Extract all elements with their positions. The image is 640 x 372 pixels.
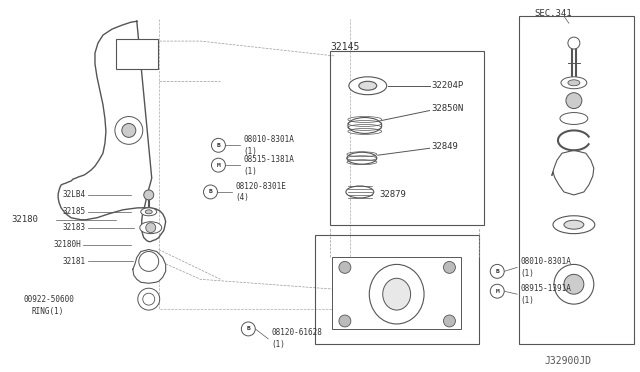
Text: (1): (1) — [243, 167, 257, 176]
Text: (1): (1) — [520, 296, 534, 305]
Ellipse shape — [347, 152, 377, 164]
Bar — [519, 16, 634, 344]
Ellipse shape — [553, 216, 595, 234]
Text: SEC.341: SEC.341 — [534, 9, 572, 18]
Circle shape — [339, 315, 351, 327]
Text: 32850N: 32850N — [431, 104, 464, 113]
Ellipse shape — [564, 220, 584, 229]
Circle shape — [146, 223, 156, 232]
Ellipse shape — [568, 80, 580, 86]
Circle shape — [122, 124, 136, 137]
Text: 32183: 32183 — [63, 223, 86, 232]
Circle shape — [490, 264, 504, 278]
Text: B: B — [246, 326, 250, 331]
Bar — [116, 39, 157, 69]
Ellipse shape — [359, 81, 377, 90]
Ellipse shape — [560, 113, 588, 125]
Circle shape — [566, 93, 582, 109]
Circle shape — [144, 190, 154, 200]
Polygon shape — [133, 250, 166, 283]
Text: 32180H: 32180H — [53, 240, 81, 249]
Text: B: B — [495, 269, 499, 274]
Text: 00922-50600: 00922-50600 — [23, 295, 74, 304]
Ellipse shape — [141, 208, 157, 216]
Circle shape — [115, 116, 143, 144]
Circle shape — [204, 185, 218, 199]
Circle shape — [490, 284, 504, 298]
Ellipse shape — [383, 278, 411, 310]
Polygon shape — [552, 150, 594, 195]
Text: 32849: 32849 — [431, 142, 458, 151]
Text: (4): (4) — [236, 193, 249, 202]
Text: (1): (1) — [271, 340, 285, 349]
Text: 32180: 32180 — [12, 215, 38, 224]
Text: (1): (1) — [520, 269, 534, 278]
Text: RING(1): RING(1) — [31, 307, 63, 315]
Text: 08120-61628: 08120-61628 — [271, 328, 322, 337]
Text: M: M — [495, 289, 499, 294]
Circle shape — [444, 315, 456, 327]
Bar — [315, 235, 479, 344]
Circle shape — [444, 262, 456, 273]
Bar — [332, 257, 461, 329]
Circle shape — [241, 322, 255, 336]
Text: 08010-8301A: 08010-8301A — [520, 257, 571, 266]
Text: 32145: 32145 — [330, 42, 359, 52]
Text: 08915-1391A: 08915-1391A — [520, 284, 571, 293]
Text: 32LB4: 32LB4 — [63, 190, 86, 199]
Ellipse shape — [346, 186, 374, 198]
Circle shape — [564, 274, 584, 294]
Text: B: B — [209, 189, 212, 195]
Text: 32204P: 32204P — [431, 81, 464, 90]
Polygon shape — [58, 21, 166, 241]
Bar — [330, 51, 484, 225]
Text: B: B — [216, 143, 220, 148]
Text: M: M — [216, 163, 220, 168]
Text: 08515-1381A: 08515-1381A — [243, 155, 294, 164]
Ellipse shape — [348, 118, 381, 134]
Text: 32181: 32181 — [63, 257, 86, 266]
Ellipse shape — [561, 77, 587, 89]
Circle shape — [211, 138, 225, 152]
Ellipse shape — [349, 77, 387, 95]
Text: J32900JD: J32900JD — [544, 356, 591, 366]
Text: 32879: 32879 — [380, 190, 406, 199]
Ellipse shape — [145, 210, 152, 214]
Text: (1): (1) — [243, 147, 257, 156]
Circle shape — [339, 262, 351, 273]
Circle shape — [554, 264, 594, 304]
Ellipse shape — [140, 222, 162, 234]
Text: 32185: 32185 — [63, 207, 86, 216]
Text: 08120-8301E: 08120-8301E — [236, 182, 286, 190]
Circle shape — [211, 158, 225, 172]
Text: 08010-8301A: 08010-8301A — [243, 135, 294, 144]
Ellipse shape — [369, 264, 424, 324]
Circle shape — [568, 37, 580, 49]
